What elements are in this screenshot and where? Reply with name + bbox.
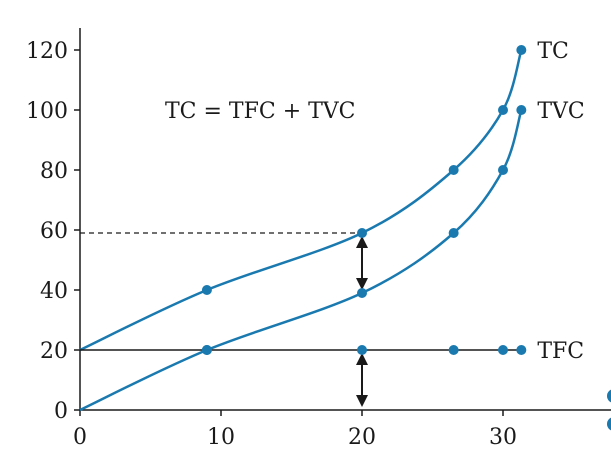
tc-data-point	[201, 285, 212, 295]
tfc-data-point	[516, 345, 527, 355]
equation-annotation: TC = TFC + TVC	[165, 99, 356, 124]
tc-curve	[79, 49, 523, 352]
x-tick-label: 20	[348, 425, 376, 450]
tfc-data-point	[357, 345, 367, 355]
y-tick-label: 80	[40, 159, 68, 184]
edge-decoration-dot	[607, 389, 611, 403]
tvc-data-point	[498, 165, 508, 175]
tc-data-point	[448, 165, 459, 175]
y-tick-label: 40	[40, 279, 68, 304]
x-tick-label: 30	[489, 425, 517, 450]
tfc-series-label: TFC	[537, 339, 584, 364]
y-tick-label: 100	[26, 99, 68, 124]
x-tick-label: 0	[73, 425, 87, 450]
tvc-curve	[79, 109, 523, 412]
guides	[80, 232, 368, 407]
tvc-data-point	[448, 228, 459, 238]
tc-data-point	[357, 228, 367, 238]
tfc-data-point	[201, 345, 212, 355]
y-tick-label: 60	[40, 219, 68, 244]
tvc-data-point	[516, 105, 527, 115]
labels: 0 20 40 60 80 100 120 0 10 20 30 TC TVC TFC	[26, 39, 585, 450]
y-tick-label: 120	[26, 39, 68, 64]
tc-series-label: TC	[537, 39, 569, 64]
tvc-data-point	[357, 288, 367, 298]
markers	[201, 45, 527, 355]
y-tick-label: 0	[54, 399, 68, 424]
tc-data-point	[498, 105, 508, 115]
tfc-data-point	[498, 345, 508, 355]
tc-data-point	[516, 45, 527, 55]
tfc-data-point	[448, 345, 459, 355]
axes	[74, 28, 611, 416]
y-tick-label: 20	[40, 339, 68, 364]
x-tick-label: 10	[207, 425, 235, 450]
tvc-series-label: TVC	[537, 99, 584, 124]
edge-decoration-dot	[607, 417, 611, 431]
